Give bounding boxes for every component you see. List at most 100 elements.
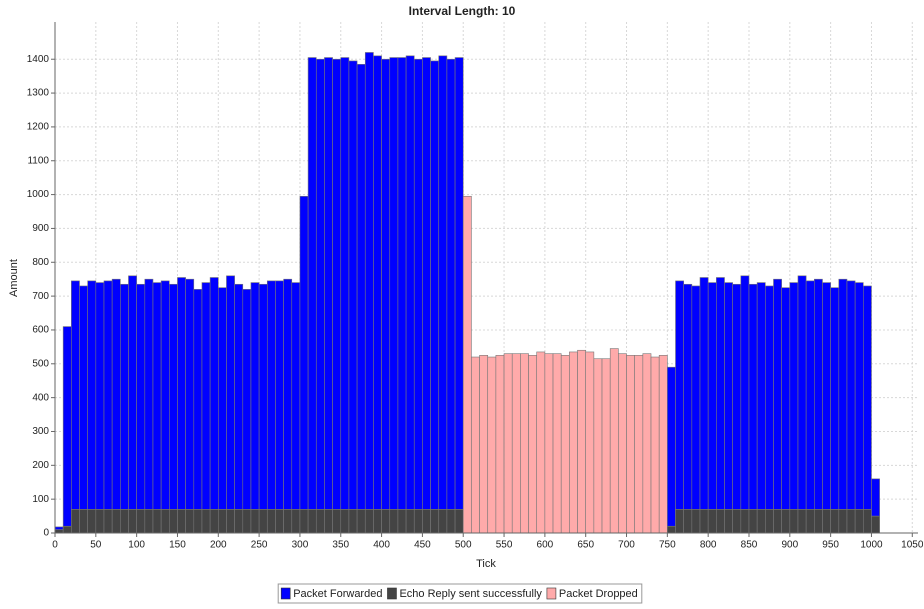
bar xyxy=(740,509,750,534)
bar xyxy=(356,64,366,510)
x-tick-label: 0 xyxy=(52,540,58,551)
bar xyxy=(234,283,244,510)
bar xyxy=(642,353,652,534)
bar xyxy=(128,275,137,510)
bar xyxy=(577,349,587,534)
bar xyxy=(773,278,782,510)
bar xyxy=(177,277,186,510)
bar xyxy=(307,57,317,510)
x-tick-label: 250 xyxy=(251,540,268,551)
y-tick-label: 100 xyxy=(32,494,49,505)
bar xyxy=(373,509,382,534)
bar xyxy=(675,280,684,510)
bar xyxy=(822,282,831,510)
bar xyxy=(552,353,562,534)
bar xyxy=(201,282,211,510)
bar xyxy=(332,58,342,510)
bar xyxy=(691,509,701,534)
bar xyxy=(716,509,725,534)
bar xyxy=(822,509,831,534)
bar xyxy=(838,509,848,534)
x-tick-label: 600 xyxy=(537,540,554,551)
bar xyxy=(348,509,358,534)
bar xyxy=(430,60,440,510)
bar xyxy=(275,509,284,534)
bar xyxy=(716,277,725,510)
y-tick-label: 500 xyxy=(32,358,49,369)
bar xyxy=(250,282,260,510)
x-tick-label: 50 xyxy=(90,540,102,551)
chart-title: Interval Length: 10 xyxy=(409,4,516,18)
bar xyxy=(283,509,293,534)
bar xyxy=(560,355,570,534)
bar xyxy=(658,355,668,534)
bar xyxy=(683,283,693,510)
bar xyxy=(364,52,374,510)
y-tick-label: 0 xyxy=(43,528,49,539)
x-tick-label: 500 xyxy=(455,540,472,551)
bar xyxy=(87,509,97,534)
bar xyxy=(71,280,80,510)
bar xyxy=(413,509,423,534)
bars xyxy=(54,52,880,534)
bar xyxy=(62,326,72,527)
axes: 0100200300400500600700800900100011001200… xyxy=(27,22,924,551)
bar xyxy=(797,275,807,510)
bar xyxy=(291,282,301,510)
bar xyxy=(691,285,701,510)
bar xyxy=(111,509,121,534)
x-tick-label: 400 xyxy=(373,540,390,551)
bar xyxy=(471,356,480,534)
bar xyxy=(226,275,235,510)
bar xyxy=(846,509,856,534)
bar xyxy=(136,509,146,534)
bar xyxy=(54,526,64,530)
x-tick-label: 750 xyxy=(659,540,676,551)
bar xyxy=(258,509,268,534)
bar xyxy=(315,509,325,534)
bar xyxy=(340,509,350,534)
bar xyxy=(348,60,358,510)
bar xyxy=(405,55,415,510)
bar xyxy=(748,283,758,510)
bar xyxy=(454,509,464,534)
bar xyxy=(250,509,260,534)
bar xyxy=(193,509,203,534)
bar xyxy=(177,509,186,534)
bar xyxy=(503,353,513,534)
bar xyxy=(324,509,333,534)
bar xyxy=(111,278,121,510)
bar xyxy=(217,509,227,534)
bar xyxy=(520,353,529,534)
bar xyxy=(601,358,611,534)
bar xyxy=(732,283,742,510)
y-tick-label: 400 xyxy=(32,392,49,403)
bar xyxy=(266,509,276,534)
bar xyxy=(356,509,366,534)
bar xyxy=(397,57,407,510)
bar xyxy=(609,348,619,534)
bar xyxy=(234,509,244,534)
bar xyxy=(675,509,684,534)
bar xyxy=(862,509,872,534)
bar xyxy=(683,509,693,534)
bar xyxy=(275,280,284,510)
bar xyxy=(242,509,252,534)
bar xyxy=(54,529,64,534)
bar xyxy=(814,278,823,510)
x-tick-label: 350 xyxy=(332,540,349,551)
bar xyxy=(495,355,505,534)
y-tick-label: 1400 xyxy=(27,54,50,65)
bar xyxy=(209,509,219,534)
bar xyxy=(95,509,105,534)
bar xyxy=(854,509,864,534)
bar xyxy=(740,275,750,510)
bar xyxy=(79,509,88,534)
bar xyxy=(805,280,815,510)
x-tick-label: 300 xyxy=(292,540,309,551)
bar xyxy=(438,55,448,510)
bar xyxy=(128,509,137,534)
bar xyxy=(120,509,129,534)
legend-label: Packet Dropped xyxy=(559,588,638,600)
